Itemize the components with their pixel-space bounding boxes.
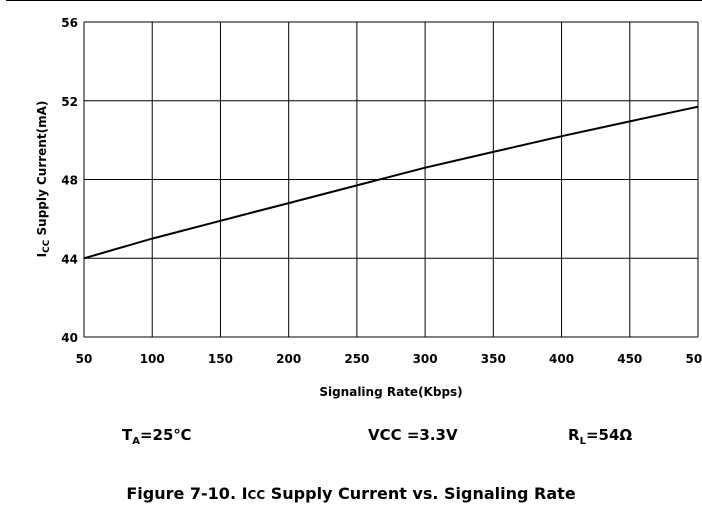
y-axis-label: ICC Supply Current(mA) bbox=[35, 101, 52, 258]
condition-rl: RL=54Ω bbox=[568, 426, 633, 447]
top-rule bbox=[6, 0, 702, 1]
y-tick-label: 52 bbox=[61, 95, 78, 109]
x-tick-labels: 50 100 150 200 250 300 350 400 450 500 bbox=[76, 352, 702, 366]
x-tick-label: 50 bbox=[76, 352, 93, 366]
figure-caption: Figure 7-10. ICC Supply Current vs. Sign… bbox=[126, 484, 576, 503]
y-axis-label-rest: Supply Current(mA) bbox=[35, 101, 49, 240]
grid bbox=[83, 21, 699, 338]
x-tick-label: 400 bbox=[549, 352, 574, 366]
y-axis-label-main: I bbox=[35, 253, 49, 257]
x-tick-label: 250 bbox=[344, 352, 369, 366]
condition-ta: TA=25℃ bbox=[122, 426, 192, 447]
y-tick-labels: 40 44 48 52 56 bbox=[61, 16, 78, 345]
x-axis-label: Signaling Rate(Kbps) bbox=[319, 385, 462, 399]
x-tick-label: 300 bbox=[413, 352, 438, 366]
condition-vcc: VCC =3.3V bbox=[368, 426, 458, 444]
x-tick-label: 350 bbox=[481, 352, 506, 366]
chart: 50 100 150 200 250 300 350 400 450 500 40 44 48 52 56… bbox=[35, 16, 702, 399]
y-tick-label: 48 bbox=[61, 174, 78, 188]
y-tick-label: 44 bbox=[61, 252, 78, 266]
y-tick-label: 40 bbox=[61, 331, 78, 345]
series-line-0 bbox=[83, 105, 699, 260]
x-tick-label: 150 bbox=[208, 352, 233, 366]
series bbox=[83, 105, 699, 260]
x-tick-label: 450 bbox=[617, 352, 642, 366]
x-tick-label: 100 bbox=[140, 352, 165, 366]
y-axis-label-sub: CC bbox=[42, 239, 52, 253]
y-tick-label: 56 bbox=[61, 16, 78, 30]
x-tick-label: 200 bbox=[276, 352, 301, 366]
x-tick-label: 500 bbox=[685, 352, 702, 366]
